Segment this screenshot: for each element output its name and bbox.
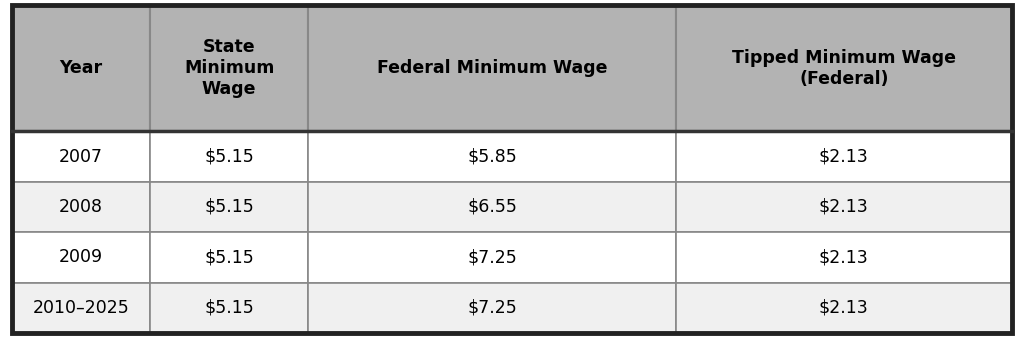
Text: $2.13: $2.13 bbox=[819, 198, 868, 216]
Bar bbox=[12, 131, 151, 182]
Text: $5.85: $5.85 bbox=[467, 147, 517, 166]
Text: $5.15: $5.15 bbox=[205, 147, 254, 166]
Bar bbox=[151, 131, 308, 182]
Text: $6.55: $6.55 bbox=[467, 198, 517, 216]
Bar bbox=[676, 283, 1012, 333]
Bar bbox=[308, 283, 676, 333]
Bar bbox=[151, 232, 308, 283]
Text: $5.15: $5.15 bbox=[205, 248, 254, 266]
Bar bbox=[308, 232, 676, 283]
Bar bbox=[308, 182, 676, 232]
Bar bbox=[151, 283, 308, 333]
Text: $2.13: $2.13 bbox=[819, 299, 868, 317]
Text: $7.25: $7.25 bbox=[467, 248, 517, 266]
Text: 2009: 2009 bbox=[59, 248, 103, 266]
Text: $7.25: $7.25 bbox=[467, 299, 517, 317]
Bar bbox=[12, 5, 151, 131]
Bar bbox=[12, 182, 151, 232]
Text: $5.15: $5.15 bbox=[205, 198, 254, 216]
Bar bbox=[676, 232, 1012, 283]
Text: Federal Minimum Wage: Federal Minimum Wage bbox=[377, 59, 607, 77]
Bar bbox=[12, 283, 151, 333]
Bar bbox=[676, 131, 1012, 182]
Bar bbox=[12, 232, 151, 283]
Bar bbox=[308, 131, 676, 182]
Bar bbox=[151, 5, 308, 131]
Text: Year: Year bbox=[59, 59, 102, 77]
Text: Tipped Minimum Wage
(Federal): Tipped Minimum Wage (Federal) bbox=[732, 49, 955, 88]
Text: State
Minimum
Wage: State Minimum Wage bbox=[184, 39, 274, 98]
Text: 2007: 2007 bbox=[59, 147, 103, 166]
Bar bbox=[151, 182, 308, 232]
Text: 2008: 2008 bbox=[59, 198, 103, 216]
Bar bbox=[676, 182, 1012, 232]
Text: $5.15: $5.15 bbox=[205, 299, 254, 317]
Text: 2010–2025: 2010–2025 bbox=[33, 299, 130, 317]
Text: $2.13: $2.13 bbox=[819, 147, 868, 166]
Bar bbox=[676, 5, 1012, 131]
Text: $2.13: $2.13 bbox=[819, 248, 868, 266]
Bar bbox=[308, 5, 676, 131]
